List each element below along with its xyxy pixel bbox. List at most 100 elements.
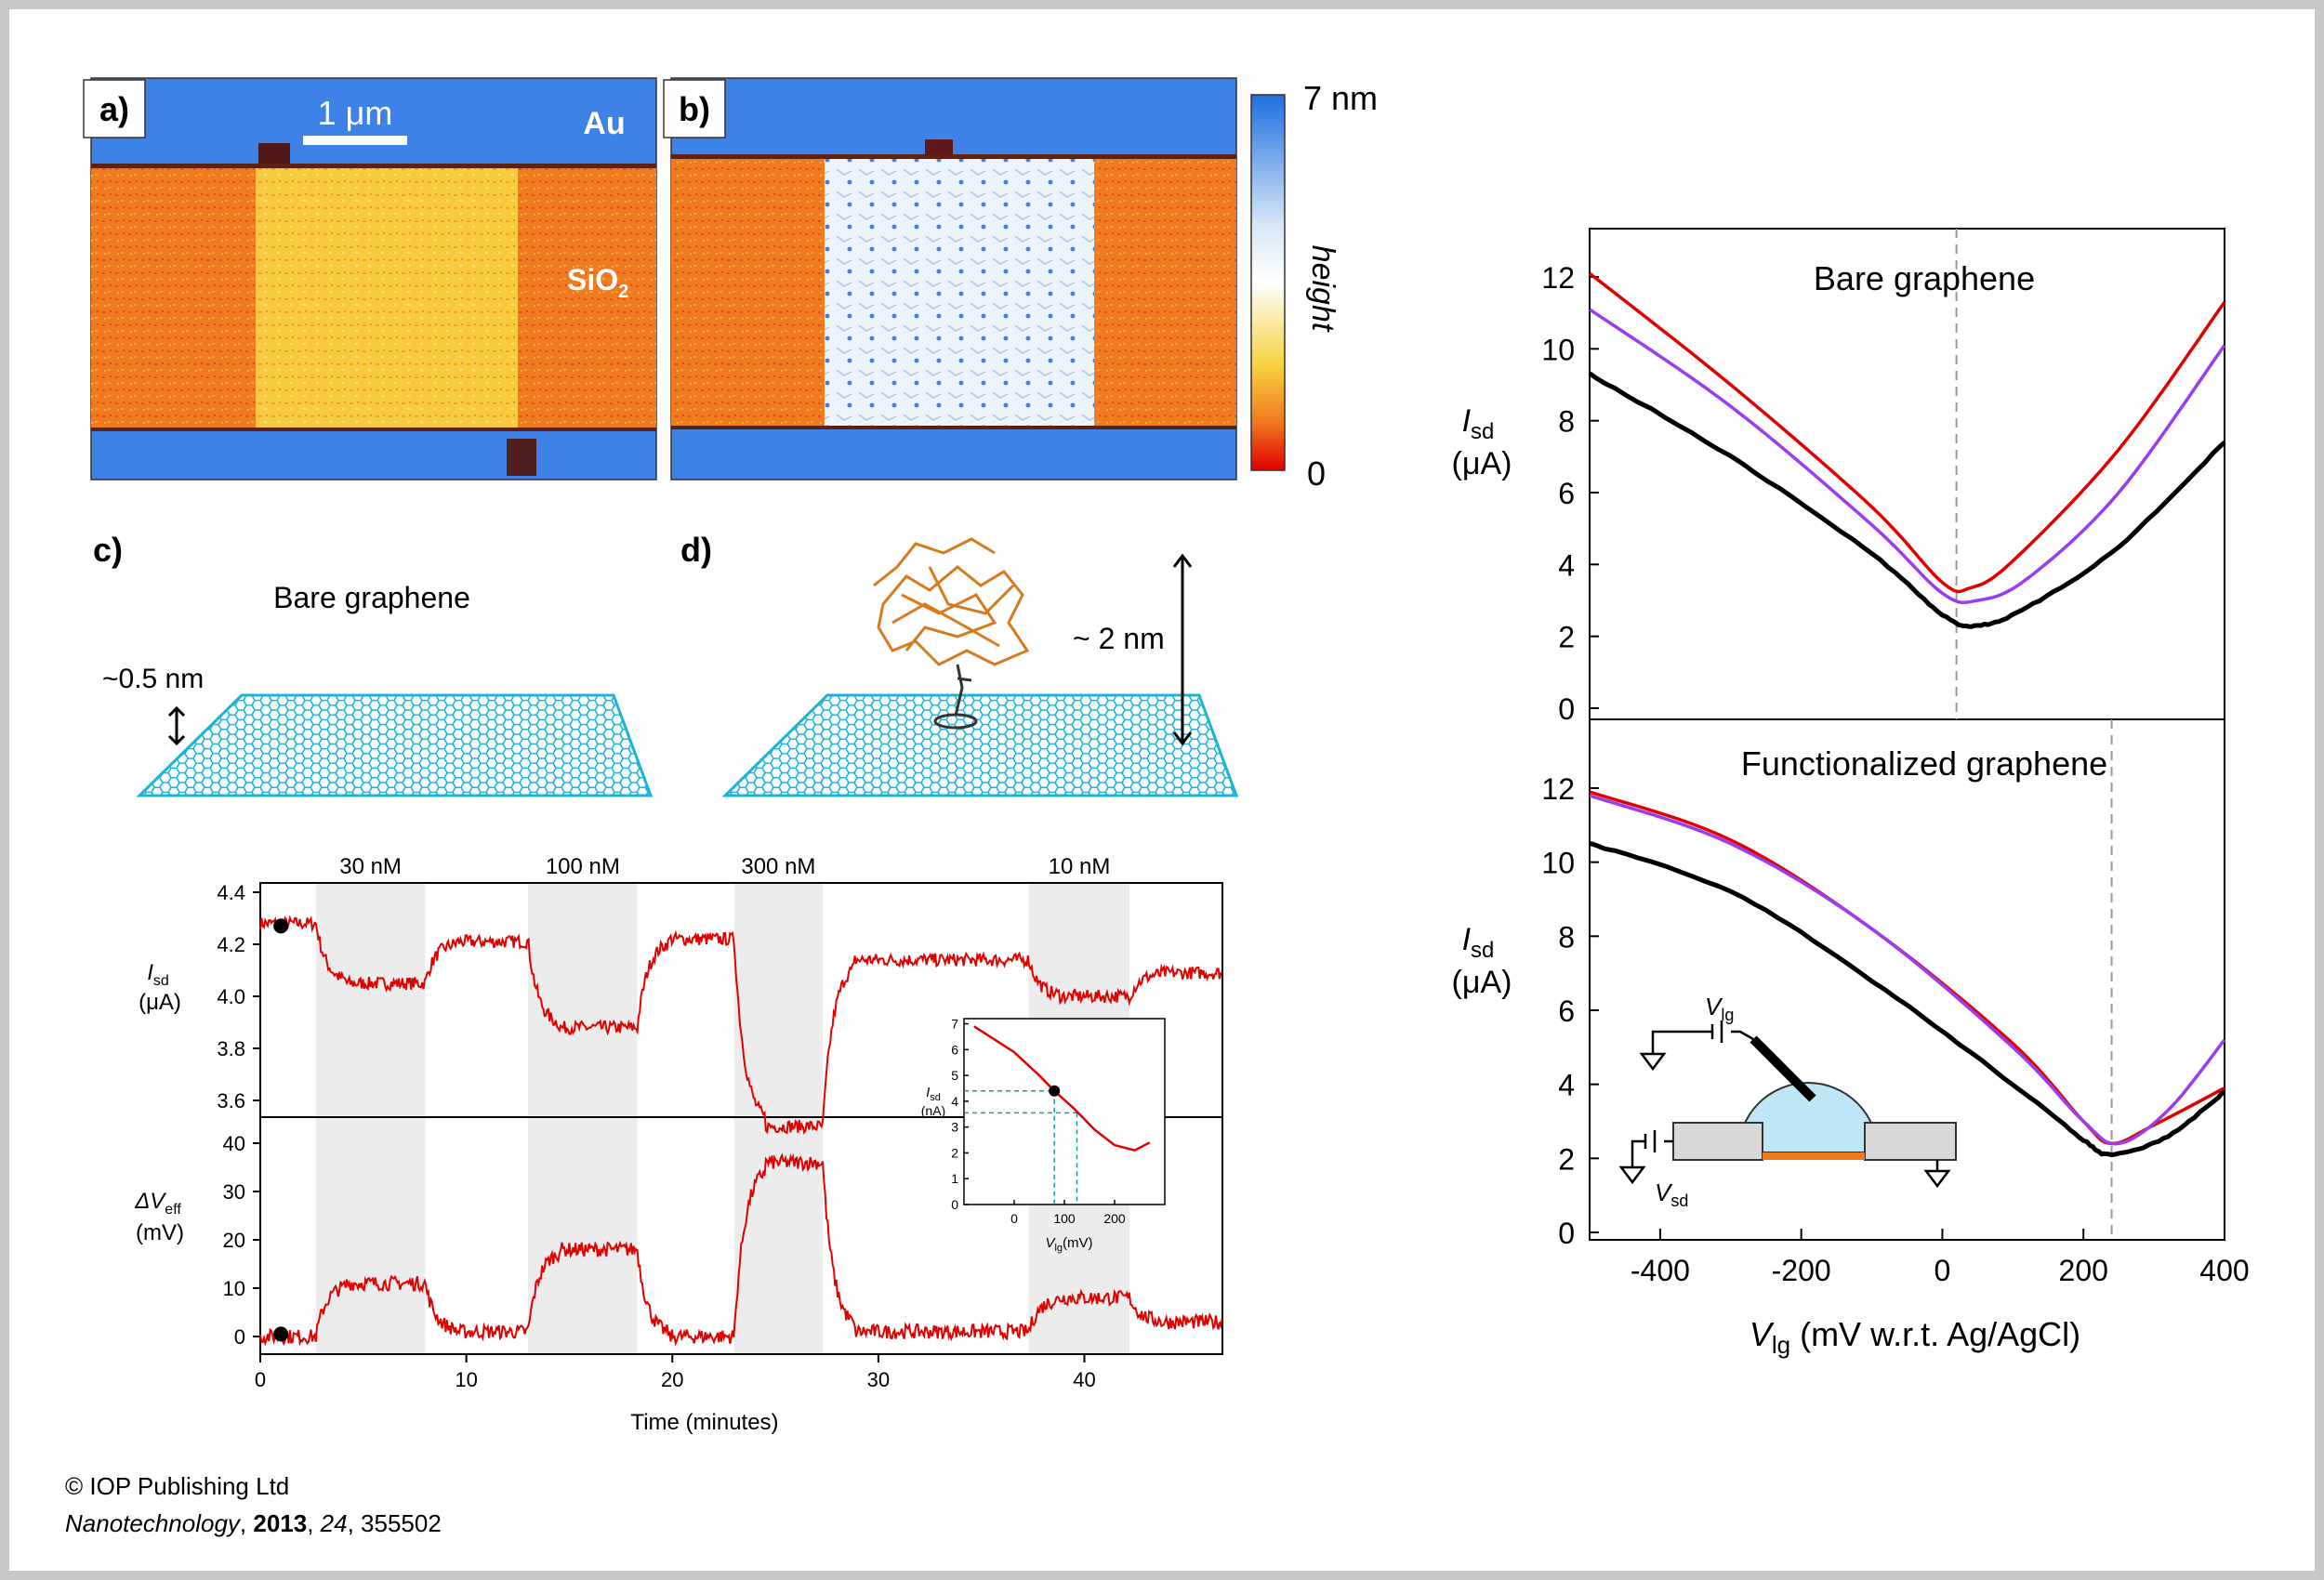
functionalized-curve-red — [1589, 790, 2225, 1146]
bare-ytick-label-0: 12 — [1541, 261, 1575, 295]
bare-ytick-label-4: 4 — [1558, 548, 1575, 582]
func-ytick-label-2: 8 — [1558, 920, 1575, 954]
inset-operating-point — [1049, 1085, 1061, 1097]
inset-ytick-label-5: 2 — [951, 1145, 958, 1160]
vlg-xtick-label-4: 400 — [2199, 1254, 2249, 1287]
dv-ytick-label-0: 40 — [223, 1132, 245, 1155]
vlg-xtick-label-1: -200 — [1772, 1254, 1831, 1287]
concentration-shade-3 — [733, 883, 824, 1354]
au-label: Au — [583, 106, 625, 141]
dv-time-axes — [259, 1116, 1223, 1355]
isd-ytick-label-3: 3.8 — [217, 1037, 245, 1060]
func-ytick-label-5: 2 — [1558, 1142, 1575, 1176]
bare-ytick-label-3: 6 — [1558, 477, 1575, 510]
func-ytick-label-1: 10 — [1541, 847, 1575, 880]
time-xtick-label-4: 40 — [1073, 1368, 1095, 1391]
bare-ytick-label-1: 10 — [1541, 333, 1575, 366]
bare-ytick-label-6: 0 — [1558, 692, 1575, 726]
protein-molecule — [873, 537, 1030, 666]
functionalized-yunit: (μA) — [1452, 965, 1512, 1000]
dv-time-ylabel: ΔVeff — [134, 1189, 181, 1218]
inset-ytick-label-0: 7 — [951, 1017, 958, 1032]
inset-ytick-label-3: 4 — [951, 1094, 958, 1109]
schematic-panel-c: c) Bare graphene ~0.5 nm — [93, 531, 654, 797]
time-xtick-label-1: 10 — [455, 1368, 477, 1391]
vlg-xlabel: Vlg (mV w.r.t. Ag/AgCl) — [1750, 1315, 2080, 1359]
time-xtick-label-2: 20 — [661, 1368, 683, 1391]
afm-panel-a: 1 μm Au SiO2 a) — [83, 77, 657, 481]
func-ytick-label-4: 4 — [1558, 1069, 1575, 1102]
schematic-panel-d: d) ~ 2 nm — [680, 531, 1239, 797]
time-series-plot: 30 nM 100 nM 300 nM 10 nM 4.44.24.03.83.640… — [134, 854, 1223, 1435]
isd-ytick-label-2: 4.0 — [217, 985, 245, 1008]
func-ytick-label-3: 6 — [1558, 994, 1575, 1028]
inset-guide-lines — [964, 1090, 1078, 1205]
gate-source-wiring — [1639, 1020, 1754, 1072]
inset-ytick-label-6: 1 — [951, 1171, 958, 1186]
inset-xtick-label-0: 0 — [1010, 1211, 1018, 1226]
height-arrow — [1172, 553, 1193, 746]
isd-start-marker — [273, 918, 289, 934]
inset-ytick-label-1: 6 — [951, 1042, 958, 1057]
functionalized-graphene-title: Functionalized graphene — [1741, 744, 2107, 783]
inset-xtick-label-1: 100 — [1053, 1211, 1076, 1226]
func-ytick-label-6: 0 — [1558, 1217, 1575, 1250]
bare-curve-red — [1588, 271, 2226, 594]
dv-time-trace — [259, 1152, 1223, 1347]
graphene-channel-a — [256, 167, 518, 429]
vlg-label: Vlg — [1705, 993, 1734, 1024]
panel-a-label: a) — [99, 90, 129, 128]
circuit-schematic: Vlg Vsd — [1618, 993, 1957, 1210]
inset-yunit: (nA) — [921, 1103, 945, 1118]
functionalized-graphene-axes — [1589, 718, 2225, 1241]
colorbar-gradient — [1250, 94, 1286, 471]
linker — [954, 664, 972, 717]
gate-electrode — [1750, 1035, 1816, 1102]
dv-time-yunit: (mV) — [136, 1220, 184, 1245]
time-xtick-label-0: 0 — [255, 1368, 266, 1391]
sio2-label: SiO2 — [567, 263, 628, 302]
inset-ytick-label-2: 5 — [951, 1068, 958, 1083]
vlg-xtick-label-0: -400 — [1631, 1254, 1690, 1287]
isd-time-yunit: (μA) — [139, 990, 181, 1015]
graphene-lattice-c — [136, 693, 654, 797]
bare-graphene-schematic-title: Bare graphene — [273, 581, 470, 614]
scalebar — [303, 136, 407, 145]
vlg-xtick-label-2: 0 — [1934, 1254, 1951, 1287]
inset-xlabel: Vlg(mV) — [1045, 1235, 1092, 1254]
isd-time-trace — [259, 915, 1223, 1135]
bare-curve-purple — [1589, 308, 2226, 605]
func-ytick-label-0: 12 — [1541, 772, 1575, 806]
source-contact — [1672, 1122, 1763, 1161]
concentration-label-4: 10 nM — [1049, 854, 1111, 879]
dv-ytick-label-1: 30 — [223, 1180, 245, 1204]
panel-b-label-box — [663, 79, 726, 138]
concentration-label-1: 30 nM — [339, 854, 402, 879]
concentration-shade-1 — [315, 883, 426, 1354]
bare-ylabel: Isd — [1462, 403, 1495, 444]
concentration-shading — [315, 883, 1130, 1354]
dv-ytick-label-2: 20 — [223, 1229, 245, 1252]
functionalized-channel-b — [825, 158, 1094, 428]
height-label: ~ 2 nm — [1073, 622, 1165, 655]
time-xlabel: Time (minutes) — [630, 1410, 778, 1435]
bare-graphene-axes — [1589, 228, 2225, 720]
particle-a — [258, 143, 290, 164]
inset-ytick-label-7: 0 — [951, 1197, 958, 1212]
scalebar-label: 1 μm — [318, 94, 393, 132]
graphene-lattice-d — [721, 693, 1239, 797]
isd-ytick-label-1: 4.2 — [217, 933, 245, 956]
vlg-xtick-label-3: 200 — [2059, 1254, 2108, 1287]
concentration-shade-2 — [528, 883, 638, 1354]
inset-xtick-label-2: 200 — [1103, 1211, 1126, 1226]
afm-panel-b: b) — [663, 77, 1237, 481]
bare-graphene-title: Bare graphene — [1814, 259, 2035, 297]
time-xtick-label-3: 30 — [867, 1368, 890, 1391]
panel-c-label: c) — [93, 531, 123, 569]
functionalized-graphene-curves — [1589, 790, 2226, 1158]
